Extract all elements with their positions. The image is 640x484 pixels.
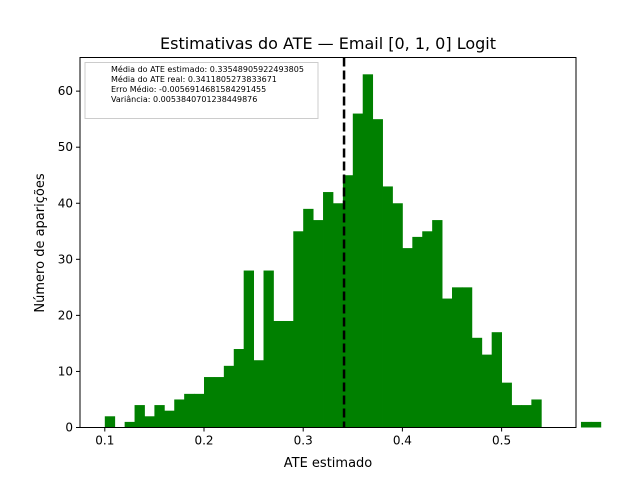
- legend-entry-mean-error: Erro Médio: -0.0056914681584291455: [111, 84, 266, 94]
- histogram-bar: [422, 231, 433, 428]
- y-tick-label: 0: [65, 421, 73, 435]
- histogram-bar: [511, 405, 522, 428]
- y-tick-label: 10: [58, 364, 73, 378]
- histogram-bar: [580, 421, 592, 428]
- histogram-bar: [342, 175, 354, 428]
- histogram-bar: [461, 287, 473, 428]
- histogram-bar: [452, 287, 463, 428]
- histogram-bar: [194, 393, 205, 428]
- histogram-bar: [273, 320, 284, 428]
- histogram-bar: [442, 298, 453, 428]
- x-ticks-group: 0.1 0.2 0.3 0.4 0.5: [95, 427, 511, 448]
- histogram-bar: [432, 220, 443, 428]
- histogram-bar: [412, 236, 423, 428]
- histogram-bar: [501, 382, 512, 428]
- histogram-bar: [531, 399, 542, 428]
- histogram-bar: [253, 360, 264, 428]
- y-tick-label: 50: [58, 140, 73, 154]
- histogram-bar: [134, 405, 145, 428]
- histogram-bar: [293, 231, 304, 428]
- histogram-bar: [323, 192, 334, 428]
- histogram-bar: [104, 416, 116, 428]
- bars-group: [104, 74, 602, 428]
- x-tick-label: 0.4: [393, 434, 412, 448]
- x-tick-label: 0.5: [492, 434, 511, 448]
- histogram-bar: [213, 377, 225, 428]
- histogram-bar: [233, 349, 245, 428]
- histogram-bar: [204, 377, 215, 428]
- legend: Média do ATE estimado: 0.335489059224938…: [84, 62, 319, 119]
- histogram-bar: [402, 248, 413, 428]
- histogram-bar: [471, 337, 483, 428]
- histogram-bar: [332, 203, 344, 428]
- histogram-bar: [174, 399, 185, 428]
- histogram-bar: [243, 270, 254, 428]
- histogram-bar: [372, 119, 383, 428]
- histogram-bar: [392, 203, 403, 428]
- histogram-bar: [382, 186, 393, 428]
- histogram-bar: [590, 421, 602, 428]
- plot-frame: [79, 57, 577, 428]
- legend-entry-mean-real: Média do ATE real: 0.3411805273833671: [111, 74, 277, 84]
- histogram-bar: [164, 410, 175, 428]
- x-tick-label: 0.3: [294, 434, 313, 448]
- x-tick-label: 0.1: [95, 434, 114, 448]
- histogram-bar: [144, 416, 155, 428]
- histogram-bar: [313, 220, 324, 428]
- legend-entry-variance: Variância: 0.0053840701238449876: [111, 95, 257, 104]
- histogram-bar: [303, 208, 314, 428]
- histogram-bar: [124, 421, 135, 428]
- y-tick-label: 30: [58, 252, 73, 266]
- histogram-bar: [352, 113, 364, 428]
- histogram-bar: [481, 354, 493, 428]
- y-ticks-group: 0 10 20 30 40 50 60: [58, 84, 80, 435]
- y-tick-label: 40: [58, 196, 73, 210]
- legend-box: [84, 62, 319, 119]
- y-tick-label: 60: [58, 84, 73, 98]
- histogram-bar: [283, 320, 294, 428]
- histogram-bar: [223, 365, 235, 428]
- histogram-bar: [521, 405, 532, 428]
- histogram-bar: [362, 74, 374, 428]
- histogram-bar: [184, 393, 195, 428]
- histogram-bar: [263, 270, 274, 428]
- x-axis-label: ATE estimado: [284, 456, 373, 471]
- x-tick-label: 0.2: [194, 434, 213, 448]
- y-tick-label: 20: [58, 308, 73, 322]
- legend-entry-mean-estimated: Média do ATE estimado: 0.335489059224938…: [111, 64, 304, 74]
- chart-title: Estimativas do ATE — Email [0, 1, 0] Log…: [160, 34, 496, 53]
- histogram-bar: [491, 332, 502, 428]
- y-axis-label: Número de aparições: [33, 173, 48, 312]
- histogram-bar: [154, 405, 165, 428]
